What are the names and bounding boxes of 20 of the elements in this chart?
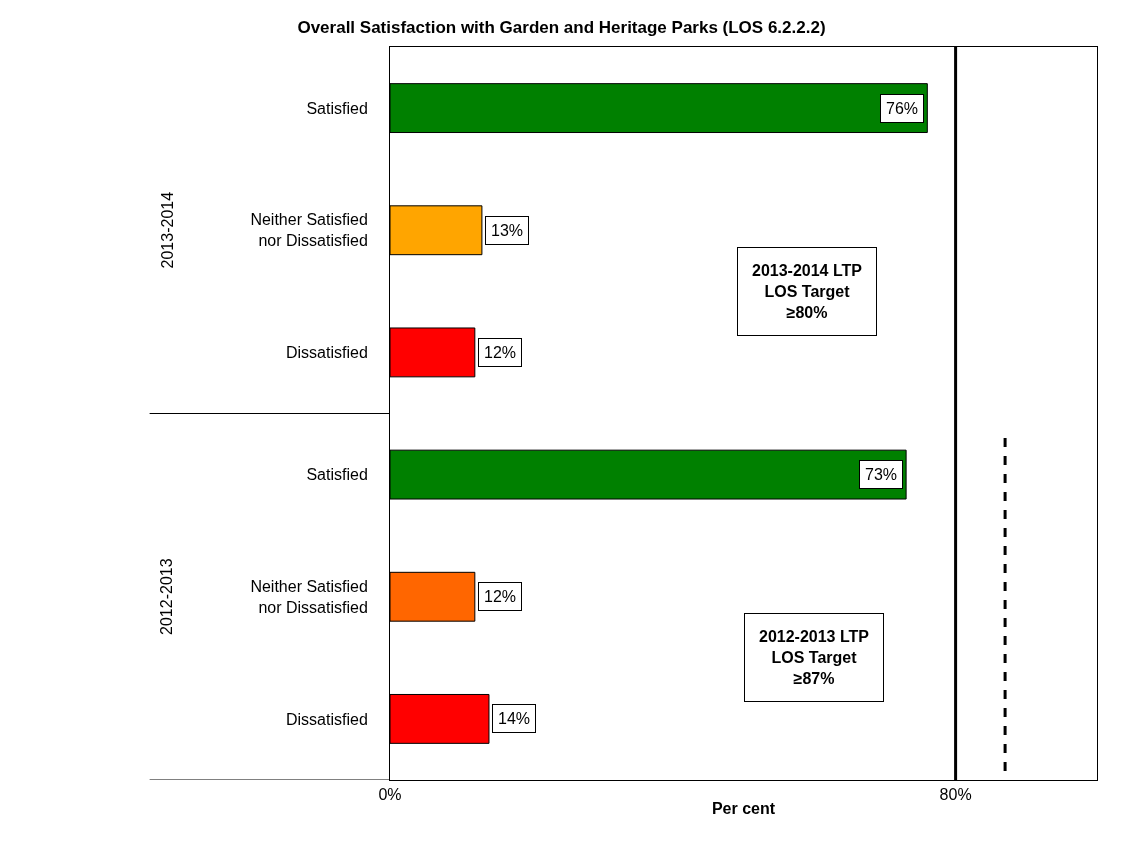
- text: 2012-2013: [158, 558, 176, 635]
- annotation: 2013-2014 LTP LOS Target ≥80%: [752, 262, 863, 321]
- annotation: 2012-2013 LTP LOS Target ≥87%: [759, 628, 870, 687]
- data-label: 12%: [484, 588, 517, 605]
- y-tick-label: Neither Satisfied nor Dissatisfied: [250, 577, 368, 616]
- y-tick-label: Neither Satisfied nor Dissatisfied: [250, 211, 368, 250]
- data-label: 13%: [491, 222, 524, 239]
- x-tick-label: 80%: [939, 786, 972, 804]
- text: 2013-2014: [158, 191, 176, 269]
- y-tick-label: Dissatisfied: [285, 344, 368, 362]
- y-tick-label: Satisfied: [306, 466, 368, 484]
- data-label: 14%: [498, 710, 531, 727]
- x-tick-label: 0%: [378, 786, 402, 804]
- chart-title: Overall Satisfaction with Garden and Heritage Parks (LOS 6.2.2.2): [297, 18, 826, 38]
- data-label: 12%: [484, 344, 517, 361]
- data-label: 76%: [886, 100, 919, 117]
- data-label: 73%: [865, 466, 898, 483]
- y-tick-label: Dissatisfied: [285, 710, 368, 728]
- x-axis-title: Per cent: [711, 799, 776, 817]
- y-tick-label: Satisfied: [306, 99, 368, 117]
